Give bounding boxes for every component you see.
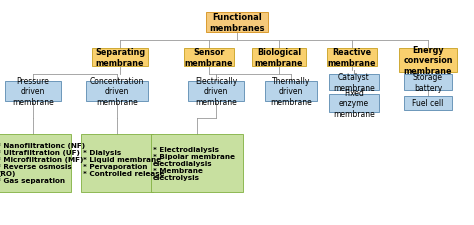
Text: Sensor
membrane: Sensor membrane <box>185 48 233 68</box>
Text: * Electrodialysis
* Bipolar membrane
electrodialysis
* Membrane
electrolysis: * Electrodialysis * Bipolar membrane ele… <box>153 146 235 180</box>
Text: Fuel cell: Fuel cell <box>412 99 444 108</box>
Text: Storage
battery: Storage battery <box>413 73 443 92</box>
Text: * Nanofiltrationc (NF)
* Ultrafiltration (UF)
* Microfiltration (MF)
* Reverse o: * Nanofiltrationc (NF) * Ultrafiltration… <box>0 143 85 184</box>
Text: Biological
membrane: Biological membrane <box>255 48 303 68</box>
FancyBboxPatch shape <box>329 75 379 91</box>
Text: Catalyst
membrane: Catalyst membrane <box>333 73 375 92</box>
Text: Energy
conversion
membrane: Energy conversion membrane <box>403 46 453 76</box>
Text: Electrically
driven
membrane: Electrically driven membrane <box>195 77 237 106</box>
Text: * Dialysis
* Liquid membrane
* Pervaporation
* Controlled release: * Dialysis * Liquid membrane * Pervapora… <box>83 150 164 177</box>
Text: Fixed
enzyme
membrane: Fixed enzyme membrane <box>333 89 375 118</box>
FancyBboxPatch shape <box>5 82 61 101</box>
Text: Functional
membranes: Functional membranes <box>209 13 265 33</box>
FancyBboxPatch shape <box>81 134 153 192</box>
FancyBboxPatch shape <box>265 82 317 101</box>
FancyBboxPatch shape <box>206 13 268 33</box>
Text: Separating
membrane: Separating membrane <box>95 48 145 68</box>
FancyBboxPatch shape <box>404 97 452 110</box>
Text: Pressure
driven
membrane: Pressure driven membrane <box>12 77 54 106</box>
FancyBboxPatch shape <box>327 49 377 67</box>
Text: Reactive
membrane: Reactive membrane <box>328 48 376 68</box>
FancyBboxPatch shape <box>151 134 243 192</box>
Text: Concentration
driven
membrane: Concentration driven membrane <box>90 77 144 106</box>
FancyBboxPatch shape <box>188 82 244 101</box>
FancyBboxPatch shape <box>404 75 452 91</box>
Text: Thermally
driven
membrane: Thermally driven membrane <box>270 77 312 106</box>
FancyBboxPatch shape <box>399 49 457 73</box>
FancyBboxPatch shape <box>184 49 234 67</box>
FancyBboxPatch shape <box>86 82 148 101</box>
FancyBboxPatch shape <box>92 49 148 67</box>
FancyBboxPatch shape <box>329 94 379 112</box>
FancyBboxPatch shape <box>0 134 71 192</box>
FancyBboxPatch shape <box>252 49 306 67</box>
